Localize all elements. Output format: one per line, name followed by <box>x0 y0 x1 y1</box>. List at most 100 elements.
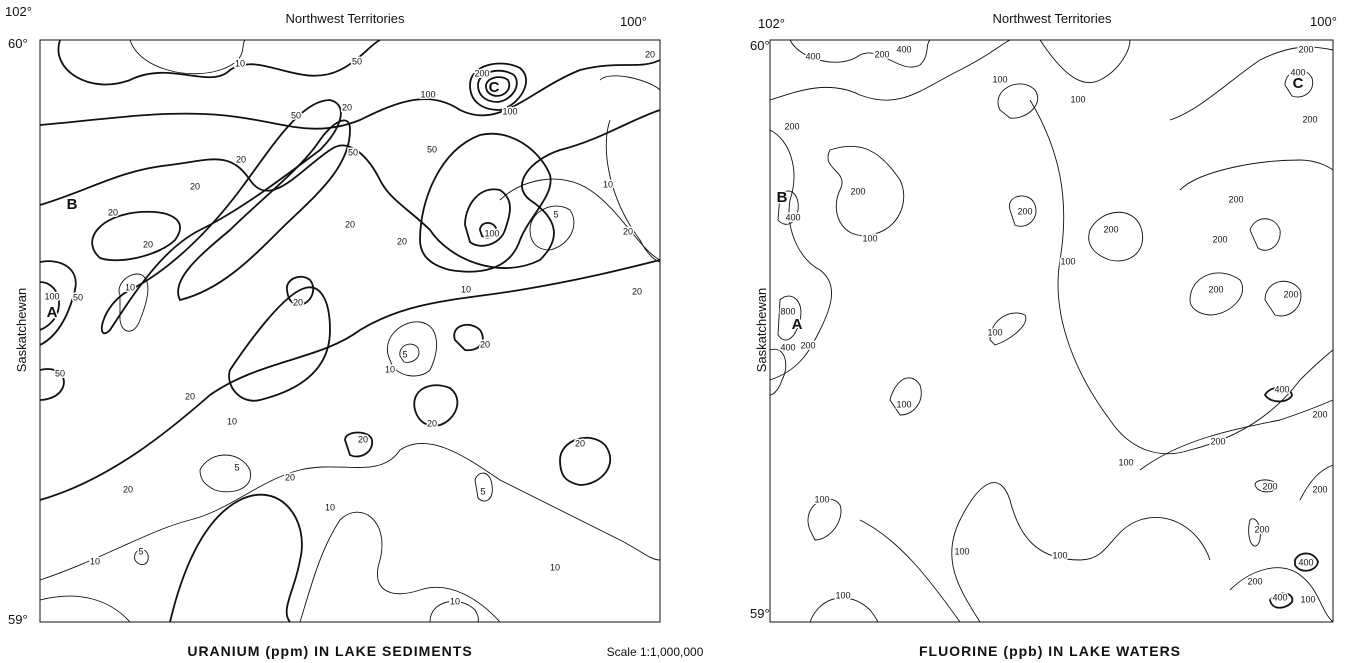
contour-label: 20 <box>427 418 437 428</box>
contour-label: 20 <box>358 434 368 444</box>
site-label: C <box>489 79 500 96</box>
contour-label: 20 <box>645 49 655 59</box>
contour-label: 200 <box>1017 206 1032 216</box>
contour-label: 200 <box>1103 224 1118 234</box>
contour-label: 200 <box>1254 524 1269 534</box>
map-title: FLUORINE (ppb) IN LAKE WATERS <box>919 643 1181 659</box>
contour-label: 200 <box>474 68 489 78</box>
site-label: C <box>1293 75 1304 92</box>
contour-label: 10 <box>325 502 335 512</box>
contour-label: 100 <box>502 106 517 116</box>
contour-label: 200 <box>1262 481 1277 491</box>
uranium-map: 10 50 100 200 100 20 50 20 50 10 20 20 20 20 50 20 20 20 1… <box>40 40 660 622</box>
contour-label: 100 <box>1070 94 1085 104</box>
contour-label: 50 <box>348 147 358 157</box>
maps-figure: 10 50 100 200 100 20 50 20 50 10 20 20 20 20 50 20 20 20 1… <box>0 0 1351 663</box>
contour-label: 100 <box>835 590 850 600</box>
lon-label: 100° <box>620 14 647 29</box>
contour-label: 100 <box>862 233 877 243</box>
contour-label: 100 <box>420 89 435 99</box>
map-title: URANIUM (ppm) IN LAKE SEDIMENTS <box>187 643 472 659</box>
lat-label: 60° <box>8 36 28 51</box>
contour-label: 50 <box>352 56 362 66</box>
contour-label: 10 <box>450 596 460 606</box>
west-label: Saskatchewan <box>754 288 769 373</box>
contour-label: 400 <box>1274 384 1289 394</box>
contour-label: 400 <box>1272 592 1287 602</box>
contour-label: 200 <box>1247 576 1262 586</box>
contour-label: 200 <box>1312 409 1327 419</box>
contour-label: 100 <box>896 399 911 409</box>
contour-label: 200 <box>1312 484 1327 494</box>
contour-label: 200 <box>1208 284 1223 294</box>
contour-label: 10 <box>385 364 395 374</box>
contour-label: 10 <box>125 282 135 292</box>
contour-label: 20 <box>480 339 490 349</box>
north-label: Northwest Territories <box>286 11 405 26</box>
contour-label: 200 <box>1283 289 1298 299</box>
contour-label: 100 <box>1060 256 1075 266</box>
contour-label: 200 <box>1212 234 1227 244</box>
contour-label: 50 <box>55 368 65 378</box>
contour-label: 200 <box>1228 194 1243 204</box>
contour-label: 20 <box>143 239 153 249</box>
contour-label: 100 <box>44 291 59 301</box>
lon-label: 102° <box>758 16 785 31</box>
contour-label: 20 <box>236 154 246 164</box>
contour-label: 10 <box>90 556 100 566</box>
contour-label: 20 <box>108 207 118 217</box>
lon-label: 102° <box>5 4 32 19</box>
contour-lines <box>770 40 1333 622</box>
contour-label: 20 <box>293 297 303 307</box>
north-label: Northwest Territories <box>993 11 1112 26</box>
contour-label: 50 <box>427 144 437 154</box>
contour-label: 5 <box>402 349 407 359</box>
contour-label: 400 <box>780 342 795 352</box>
contour-label: 100 <box>954 546 969 556</box>
contour-label: 5 <box>480 486 485 496</box>
contour-label: 20 <box>342 102 352 112</box>
contour-label: 100 <box>987 327 1002 337</box>
fluorine-map: 400 200 400 100 100 200 400 200 200 200 400 200 200 1… <box>770 40 1333 622</box>
contour-label: 10 <box>603 179 613 189</box>
contour-label: 400 <box>896 44 911 54</box>
scale-label: Scale 1:1,000,000 <box>607 645 704 659</box>
contour-label: 100 <box>1052 550 1067 560</box>
site-label: A <box>47 304 58 321</box>
contour-label: 100 <box>1300 594 1315 604</box>
contour-label: 10 <box>227 416 237 426</box>
contour-label: 100 <box>992 74 1007 84</box>
contour-label: 20 <box>397 236 407 246</box>
site-label: B <box>67 196 78 213</box>
contour-label: 200 <box>1302 114 1317 124</box>
contour-label: 20 <box>623 226 633 236</box>
contour-label: 10 <box>550 562 560 572</box>
contour-label: 20 <box>190 181 200 191</box>
contour-label: 20 <box>632 286 642 296</box>
site-label: B <box>777 189 788 206</box>
contour-label: 20 <box>285 472 295 482</box>
contour-label: 200 <box>800 340 815 350</box>
contour-label: 800 <box>780 306 795 316</box>
west-label: Saskatchewan <box>14 288 29 373</box>
contour-label: 20 <box>185 391 195 401</box>
site-label: A <box>792 316 803 333</box>
lat-label: 59° <box>8 612 28 627</box>
contour-label: 5 <box>553 209 558 219</box>
contour-label: 50 <box>73 292 83 302</box>
lon-label: 100° <box>1310 14 1337 29</box>
contour-label: 20 <box>123 484 133 494</box>
contour-label: 200 <box>1298 44 1313 54</box>
contour-label: 100 <box>814 494 829 504</box>
lat-label: 60° <box>750 38 770 53</box>
contour-label: 5 <box>234 462 239 472</box>
contour-label: 20 <box>575 438 585 448</box>
contour-label: 100 <box>1118 457 1133 467</box>
contour-label: 200 <box>784 121 799 131</box>
contour-label: 10 <box>461 284 471 294</box>
contour-label: 10 <box>235 58 245 68</box>
contour-label: 100 <box>484 228 499 238</box>
contour-label: 200 <box>1210 436 1225 446</box>
lat-label: 59° <box>750 606 770 621</box>
contour-label: 20 <box>345 219 355 229</box>
